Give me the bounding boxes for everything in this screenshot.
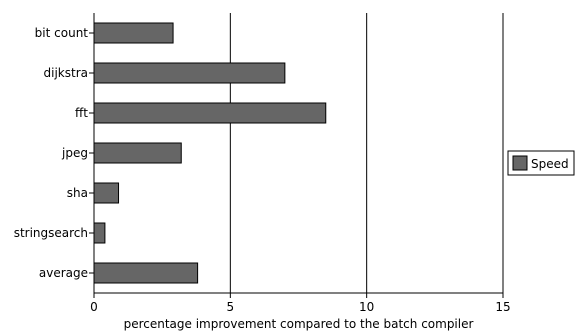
category-label: dijkstra: [44, 66, 88, 80]
legend-label: Speed: [531, 157, 569, 171]
gridlines: [229, 13, 504, 293]
x-axis-title: percentage improvement compared to the b…: [124, 317, 474, 331]
category-label: fft: [75, 106, 88, 120]
bar: [93, 262, 199, 284]
category-label: sha: [67, 186, 88, 200]
category-label: bit count: [35, 26, 89, 40]
x-tick-labels: 0 5 10 15: [90, 293, 511, 314]
legend-swatch: [512, 155, 528, 171]
x-tick-label: 15: [495, 300, 510, 314]
x-tick-label: 0: [90, 300, 98, 314]
x-tick-label: 5: [227, 300, 235, 314]
category-label: jpeg: [61, 146, 88, 160]
y-tick-labels: bit count dijkstra fft jpeg sha stringsearch a…: [14, 26, 94, 280]
bar: [93, 62, 286, 84]
category-label: average: [39, 266, 88, 280]
category-label: stringsearch: [14, 226, 88, 240]
bar: [93, 102, 327, 124]
bars: [93, 22, 327, 284]
bar: [93, 142, 182, 164]
bar: [93, 182, 120, 204]
legend: Speed: [507, 150, 575, 176]
x-tick-label: 10: [359, 300, 374, 314]
bar: [93, 22, 174, 44]
bar: [93, 222, 106, 244]
